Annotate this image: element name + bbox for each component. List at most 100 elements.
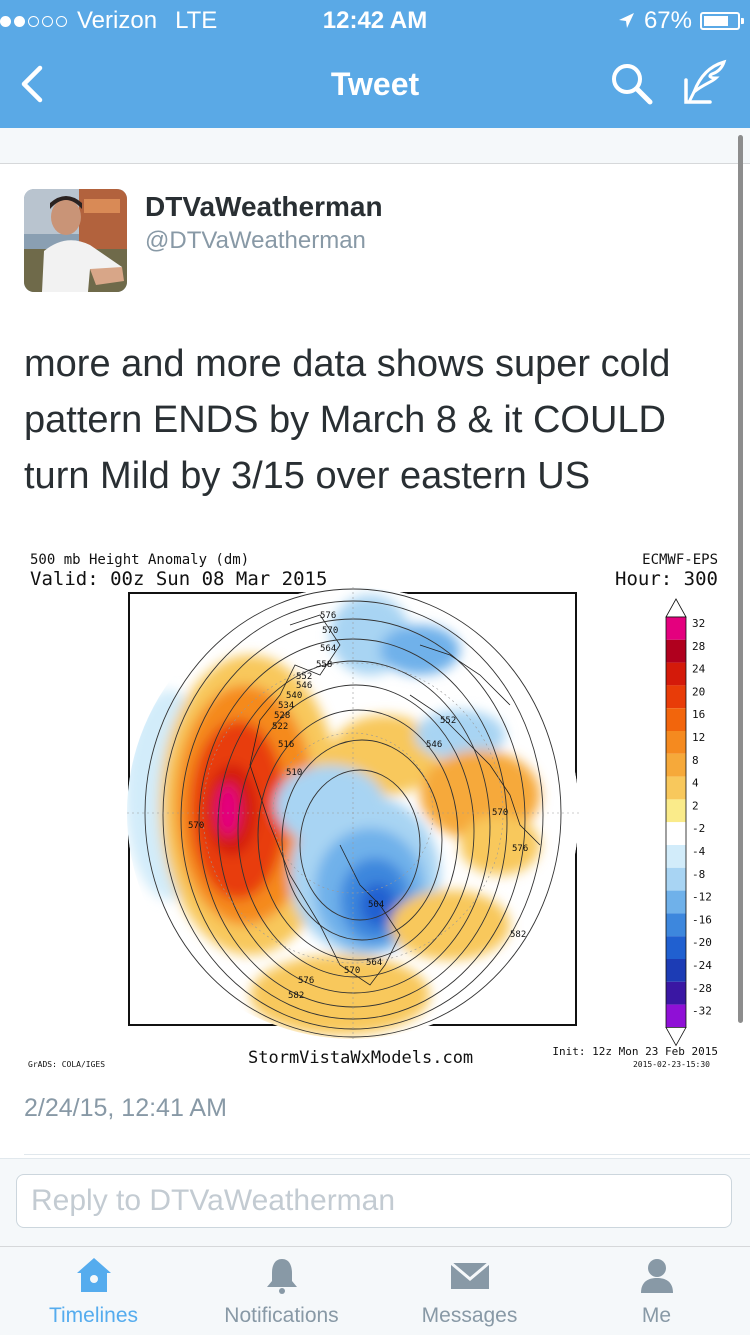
- legend-value: -32: [692, 1005, 712, 1018]
- tab-messages[interactable]: Messages: [376, 1247, 563, 1335]
- color-scale-legend: 32 28 24 20 16 12 8 4 2 -2 -4 -8 -12 -16 -20 -24 -28 -32: [665, 598, 712, 1047]
- svg-text:510: 510: [286, 768, 302, 778]
- avatar[interactable]: [24, 189, 127, 292]
- legend-value: 28: [692, 640, 705, 653]
- svg-text:516: 516: [278, 740, 294, 750]
- tab-label: Messages: [421, 1304, 518, 1327]
- tab-timelines[interactable]: Timelines: [0, 1247, 187, 1335]
- legend-value: -12: [692, 891, 712, 904]
- legend-top-arrow: [665, 598, 687, 618]
- svg-text:576: 576: [512, 844, 528, 854]
- map-source-credit: StormVistaWxModels.com: [248, 1048, 473, 1068]
- profile-photo: [24, 189, 127, 292]
- legend-value: -2: [692, 822, 705, 835]
- legend-value: -28: [692, 982, 712, 995]
- scrollbar[interactable]: [738, 135, 743, 1023]
- user-display-name[interactable]: DTVaWeatherman: [145, 191, 383, 222]
- reply-field-container[interactable]: [16, 1174, 732, 1228]
- header-spacer: [0, 128, 750, 163]
- divider: [0, 163, 750, 164]
- legend-value: -24: [692, 959, 712, 972]
- map-forecast-hour: Hour: 300: [615, 568, 718, 590]
- battery-percent: 67%: [643, 7, 692, 34]
- svg-text:504: 504: [368, 900, 384, 910]
- legend-value: -20: [692, 936, 712, 949]
- tab-bar: Timelines Notifications Messages Me: [0, 1246, 750, 1335]
- legend-value: 12: [692, 731, 705, 744]
- legend-swatch: [666, 959, 686, 982]
- svg-text:558: 558: [316, 660, 332, 670]
- battery-icon: [700, 12, 744, 30]
- legend-value: 16: [692, 708, 705, 721]
- legend-swatch: [666, 890, 686, 914]
- divider: [24, 1154, 750, 1155]
- svg-text:564: 564: [320, 644, 336, 654]
- carrier-name: Verizon: [77, 7, 158, 34]
- svg-text:540: 540: [286, 691, 302, 701]
- tweet-image-weather-map[interactable]: 500 mb Height Anomaly (dm) Valid: 00z Su…: [20, 545, 730, 1070]
- svg-text:582: 582: [288, 991, 304, 1001]
- page-title: Tweet: [330, 66, 420, 102]
- legend-value: 32: [692, 617, 705, 630]
- map-model-name: ECMWF-EPS: [642, 552, 718, 568]
- weather-map-graphic: 500 mb Height Anomaly (dm) Valid: 00z Su…: [28, 552, 718, 1069]
- reply-input[interactable]: [17, 1175, 731, 1227]
- tab-label: Me: [641, 1304, 672, 1327]
- map-title-line1: 500 mb Height Anomaly (dm): [30, 552, 249, 568]
- map-init-stamp: 2015-02-23-15:30: [633, 1060, 710, 1069]
- legend-value: -8: [692, 868, 705, 881]
- contour-labels: 576 570 564 558 552 546 540 534 528 522 …: [188, 611, 528, 1001]
- legend-swatch: [666, 731, 686, 754]
- bell-icon: [266, 1259, 297, 1294]
- polar-map: [127, 587, 579, 1039]
- legend-value: -4: [692, 845, 706, 858]
- tweet-text: more and more data shows super cold patt…: [24, 343, 671, 497]
- tab-notifications[interactable]: Notifications: [188, 1247, 375, 1335]
- navigation-bar: Tweet: [0, 40, 750, 128]
- tab-me[interactable]: Me: [563, 1247, 750, 1335]
- search-icon[interactable]: [608, 60, 656, 108]
- signal-strength-icon: [0, 15, 67, 27]
- legend-swatch: [666, 799, 686, 823]
- legend-swatch: [666, 913, 686, 937]
- map-init-time: Init: 12z Mon 23 Feb 2015: [552, 1045, 718, 1058]
- legend-swatch: [666, 662, 686, 686]
- home-icon: [76, 1258, 111, 1292]
- grads-credit: GrADS: COLA/IGES: [28, 1060, 105, 1069]
- legend-swatch: [666, 753, 686, 777]
- legend-swatch: [666, 936, 686, 959]
- svg-text:564: 564: [366, 958, 382, 968]
- svg-text:534: 534: [278, 701, 294, 711]
- network-type: LTE: [175, 7, 218, 34]
- svg-text:552: 552: [440, 716, 456, 726]
- legend-swatch: [666, 776, 686, 800]
- back-chevron-icon[interactable]: [14, 62, 54, 106]
- legend-swatch: [666, 981, 686, 1005]
- legend-swatch: [666, 685, 686, 709]
- status-bar: Verizon LTE 12:42 AM 67%: [0, 0, 750, 40]
- legend-swatch: [666, 822, 686, 845]
- svg-text:528: 528: [274, 711, 290, 721]
- svg-text:582: 582: [510, 930, 526, 940]
- legend-value: 8: [692, 754, 699, 767]
- legend-value: 24: [692, 663, 706, 676]
- envelope-icon: [449, 1261, 490, 1289]
- svg-text:576: 576: [298, 976, 314, 986]
- legend-swatch: [666, 867, 686, 891]
- legend-swatch: [666, 1004, 686, 1028]
- legend-swatch: [666, 639, 686, 663]
- svg-text:522: 522: [272, 722, 288, 732]
- svg-text:570: 570: [492, 808, 508, 818]
- legend-swatch: [666, 708, 686, 731]
- legend-value: -16: [692, 913, 712, 926]
- legend-value: 20: [692, 685, 705, 698]
- status-time: 12:42 AM: [322, 7, 428, 34]
- tab-label: Timelines: [48, 1304, 139, 1327]
- legend-bottom-arrow: [665, 1027, 687, 1047]
- legend-value: 2: [692, 799, 699, 812]
- svg-text:570: 570: [188, 821, 204, 831]
- compose-tweet-icon[interactable]: [680, 58, 730, 108]
- user-handle[interactable]: @DTVaWeatherman: [145, 227, 366, 254]
- person-icon: [640, 1259, 673, 1293]
- legend-swatch: [666, 845, 686, 868]
